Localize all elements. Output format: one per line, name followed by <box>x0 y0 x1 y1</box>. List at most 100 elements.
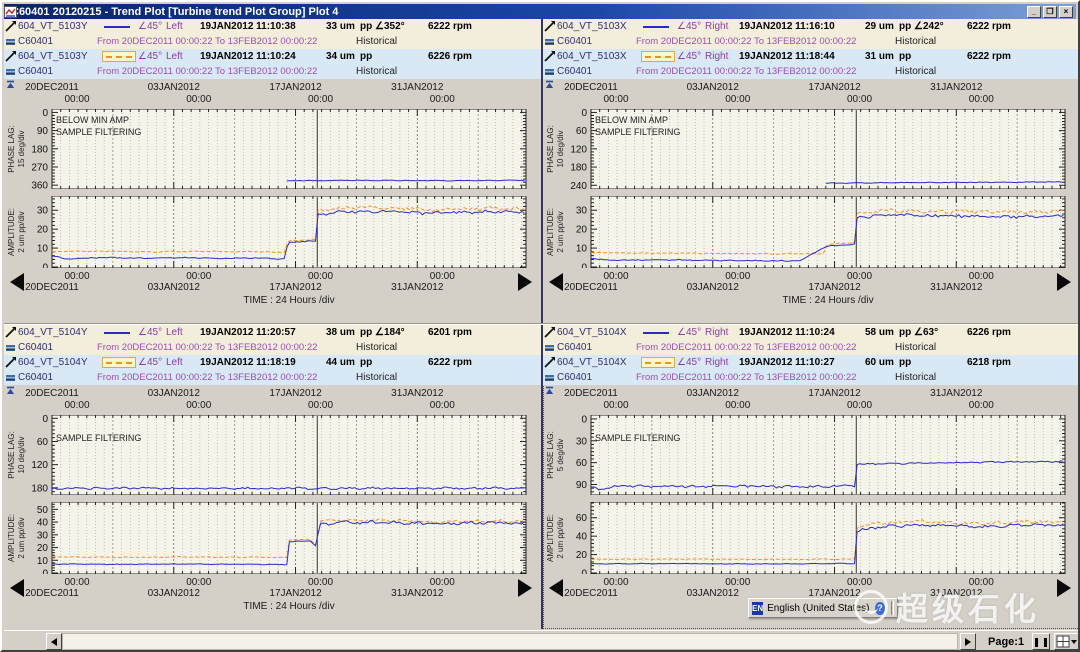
dashed-line-icon <box>645 362 671 364</box>
source-row[interactable]: C60401 From 20DEC2011 00:00:22 To 13FEB20… <box>4 340 541 355</box>
y-axis-title: AMPLITUDE: <box>7 514 16 562</box>
x-axis-date-label: 17JAN2012 <box>269 388 322 399</box>
scroll-right-arrow[interactable] <box>518 273 532 291</box>
amplitude-plot[interactable]: 0 20 40 60 AMPLITUDE: 2 um pp/div <box>543 502 1080 574</box>
scroll-left-arrow[interactable] <box>10 273 24 291</box>
expand-header-icon[interactable] <box>6 80 15 90</box>
quadrant-top-left[interactable]: 604_VT_5103Y ∠45° Left 19JAN2012 11:10:38 33… <box>4 19 541 323</box>
minimize-button[interactable]: _ <box>1027 5 1041 18</box>
layout-grid-button[interactable] <box>1054 633 1078 650</box>
channel-row[interactable]: 604_VT_5104Y ∠45° Left 19JAN2012 11:20:57 38… <box>4 325 541 340</box>
amplitude-plot[interactable]: 0 10 20 30 AMPLITUDE: 2 um pp/div <box>543 196 1080 268</box>
language-bar[interactable]: EN English (United States) ? <box>748 598 898 618</box>
source-row[interactable]: C60401 From 20DEC2011 00:00:22 To 13FEB20… <box>543 340 1078 355</box>
phase-lag-plot[interactable]: 0 60 120 180 PHASE LAG: 10 deg/div SAMPLE FILT… <box>4 415 541 495</box>
mode-label: pp <box>360 357 373 368</box>
expand-header-icon[interactable] <box>545 386 554 396</box>
source-row[interactable]: C60401 From 20DEC2011 00:00:22 To 13FEB20… <box>543 64 1078 79</box>
legend-swatch-dashed-line <box>102 357 136 368</box>
y-axis-tick-label: 240 <box>570 181 587 189</box>
scroll-right-arrow[interactable] <box>1057 273 1071 291</box>
trend-series-reference <box>51 205 525 254</box>
x-axis-date-label: 31JAN2012 <box>930 588 983 599</box>
sample-timestamp: 19JAN2012 11:10:24 <box>739 327 835 338</box>
hscroll-right-button[interactable] <box>960 633 976 650</box>
scroll-left-arrow[interactable] <box>10 579 24 597</box>
channel-row[interactable]: 604_VT_5104Y ∠45° Left 19JAN2012 11:18:19 44… <box>4 355 541 370</box>
mode-label: pp ∠242° <box>899 21 944 32</box>
channel-row[interactable]: 604_VT_5103X ∠45° Right 19JAN2012 11:18:44 3… <box>543 49 1078 64</box>
channel-row[interactable]: 604_VT_5103Y ∠45° Left 19JAN2012 11:10:24 34… <box>4 49 541 64</box>
language-abbr-badge[interactable]: EN <box>752 601 764 615</box>
x-axis-date-label: 17JAN2012 <box>269 282 322 293</box>
source-row[interactable]: C60401 From 20DEC2011 00:00:22 To 13FEB20… <box>4 370 541 385</box>
y-axis-tick-label: 30 <box>576 436 588 447</box>
amplitude-plot[interactable]: 0 10 20 30 AMPLITUDE: 2 um pp/div <box>4 196 541 268</box>
data-mode-label: Historical <box>356 36 398 47</box>
phase-lag-plot[interactable]: 0 90 180 270 360 PHASE LAG: 15 deg/div BELOW MI… <box>4 109 541 189</box>
transducer-icon <box>544 357 555 368</box>
quadrant-top-right[interactable]: 604_VT_5103X ∠45° Right 19JAN2012 11:16:10 2… <box>543 19 1080 323</box>
expand-header-icon[interactable] <box>6 386 15 396</box>
phase-lag-plot[interactable]: 0 30 60 90 PHASE LAG: 5 deg/div SAMPLE FILTERI… <box>543 415 1080 495</box>
scroll-right-arrow[interactable] <box>1057 579 1071 597</box>
y-axis-tick-label: 0 <box>581 569 587 575</box>
close-button[interactable]: × <box>1059 5 1073 18</box>
x-axis-date-label: 20DEC2011 <box>564 82 618 93</box>
side-label: Right <box>705 327 729 338</box>
rpm-value: 6222 rpm <box>967 51 1011 62</box>
pause-button[interactable] <box>1032 633 1050 650</box>
time-range-label: From 20DEC2011 00:00:22 To 13FEB2012 00:… <box>636 372 857 383</box>
source-row[interactable]: C60401 From 20DEC2011 00:00:22 To 13FEB20… <box>4 64 541 79</box>
channel-name: 604_VT_5103X <box>557 21 627 32</box>
hscroll-left-button[interactable] <box>46 633 62 650</box>
time-range-label: From 20DEC2011 00:00:22 To 13FEB2012 00:… <box>97 66 318 77</box>
x-axis-time-label: 00:00 <box>968 94 994 105</box>
angle-label: ∠45° <box>138 327 163 338</box>
status-bar: Page:1 <box>4 630 1078 650</box>
y-axis-units: 2 um pp/div <box>17 517 26 558</box>
scroll-left-arrow[interactable] <box>549 273 563 291</box>
source-row[interactable]: C60401 From 20DEC2011 00:00:22 To 13FEB20… <box>543 370 1078 385</box>
y-axis-title: PHASE LAG: <box>7 431 16 479</box>
phase-lag-plot[interactable]: 0 60 120 180 240 PHASE LAG: 10 deg/div BELOW MI… <box>543 109 1080 189</box>
source-name: C60401 <box>557 372 593 383</box>
x-axis-date-label: 17JAN2012 <box>808 282 861 293</box>
help-icon[interactable]: ? <box>875 601 885 615</box>
language-bar-grip[interactable] <box>890 601 894 615</box>
source-row[interactable]: C60401 From 20DEC2011 00:00:22 To 13FEB20… <box>543 34 1078 49</box>
channel-row[interactable]: 604_VT_5104X ∠45° Right 19JAN2012 11:10:27 6… <box>543 355 1078 370</box>
x-axis-date-label: 17JAN2012 <box>808 588 861 599</box>
x-axis-date-label: 20DEC2011 <box>25 282 79 293</box>
language-label[interactable]: English (United States) <box>767 602 870 614</box>
data-mode-label: Historical <box>895 66 937 77</box>
scroll-left-arrow[interactable] <box>549 579 563 597</box>
restore-button[interactable]: ❐ <box>1043 5 1057 18</box>
y-axis-tick-label: 180 <box>31 144 48 155</box>
horizontal-splitter[interactable] <box>4 323 1078 325</box>
machine-train-icon <box>545 375 554 381</box>
data-mode-label: Historical <box>356 66 398 77</box>
time-per-division-label: TIME : 24 Hours /div <box>243 601 335 612</box>
y-axis-units: 2 um pp/div <box>17 211 26 252</box>
quadrant-bottom-right[interactable]: 604_VT_5104X ∠45° Right 19JAN2012 11:10:24 5… <box>543 325 1080 629</box>
y-axis-tick-label: 0 <box>42 569 48 575</box>
x-axis-time-label: 00:00 <box>603 271 629 282</box>
mode-label: pp ∠352° <box>360 21 405 32</box>
horizontal-scrollbar[interactable] <box>62 633 958 650</box>
x-axis-time-label: 00:00 <box>968 271 994 282</box>
x-axis-date-label: 20DEC2011 <box>564 588 618 599</box>
transducer-icon <box>5 327 16 338</box>
x-axis-time-label: 00:00 <box>603 577 629 588</box>
expand-header-icon[interactable] <box>545 80 554 90</box>
scroll-right-arrow[interactable] <box>518 579 532 597</box>
channel-row[interactable]: 604_VT_5104X ∠45° Right 19JAN2012 11:10:24 5… <box>543 325 1078 340</box>
window-title: C60401 20120215 - Trend Plot [Turbine tr… <box>11 5 339 18</box>
plot-annotation: SAMPLE FILTERING <box>56 433 141 443</box>
source-row[interactable]: C60401 From 20DEC2011 00:00:22 To 13FEB20… <box>4 34 541 49</box>
amplitude-value: 60 um <box>865 357 894 368</box>
quadrant-bottom-left[interactable]: 604_VT_5104Y ∠45° Left 19JAN2012 11:20:57 38… <box>4 325 541 629</box>
channel-row[interactable]: 604_VT_5103X ∠45° Right 19JAN2012 11:16:10 2… <box>543 19 1078 34</box>
channel-row[interactable]: 604_VT_5103Y ∠45° Left 19JAN2012 11:10:38 33… <box>4 19 541 34</box>
